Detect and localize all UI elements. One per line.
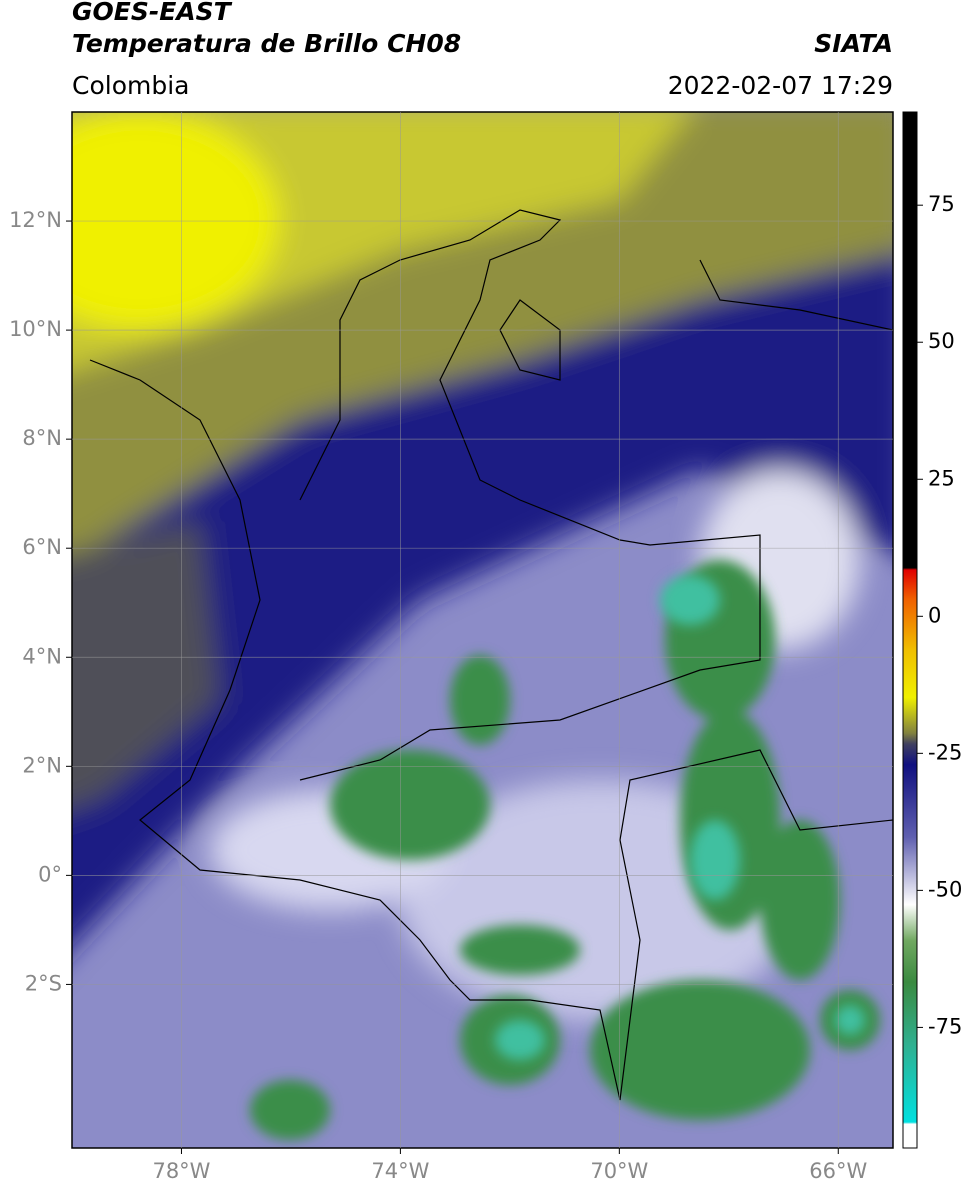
x-tick-label: 74°W (371, 1159, 429, 1183)
colorbar (902, 111, 918, 1149)
datetime: 2022-02-07 17:29 (668, 71, 893, 100)
satellite-image (72, 112, 893, 1148)
y-tick-label: 0° (38, 862, 62, 886)
y-tick-label: 4°N (22, 644, 62, 668)
source: SIATA (814, 29, 893, 58)
y-tick-label: 2°S (25, 971, 62, 995)
title: GOES-EAST (72, 0, 233, 26)
colorbar-tick-label: -25 (928, 740, 962, 764)
colorbar-tick-label: 75 (928, 192, 955, 216)
x-tick-label: 70°W (590, 1159, 648, 1183)
colorbar-tick-label: 25 (928, 466, 955, 490)
y-tick-label: 10°N (9, 317, 62, 341)
map-frame (71, 111, 894, 1149)
colorbar-tick-label: -75 (928, 1014, 962, 1038)
y-tick-label: 12°N (9, 208, 62, 232)
borders (89, 209, 893, 1101)
colorbar-tick-label: -50 (928, 877, 962, 901)
colorbar-tick-label: 0 (928, 603, 941, 627)
y-tick-label: 2°N (22, 753, 62, 777)
title: Temperatura de Brillo CH08 (72, 29, 461, 58)
x-tick-label: 78°W (152, 1159, 210, 1183)
y-tick-label: 6°N (22, 535, 62, 559)
x-tick-label: 66°W (809, 1159, 867, 1183)
y-tick-label: 8°N (22, 426, 62, 450)
region: Colombia (72, 71, 189, 100)
colorbar-tick-label: 50 (928, 329, 955, 353)
